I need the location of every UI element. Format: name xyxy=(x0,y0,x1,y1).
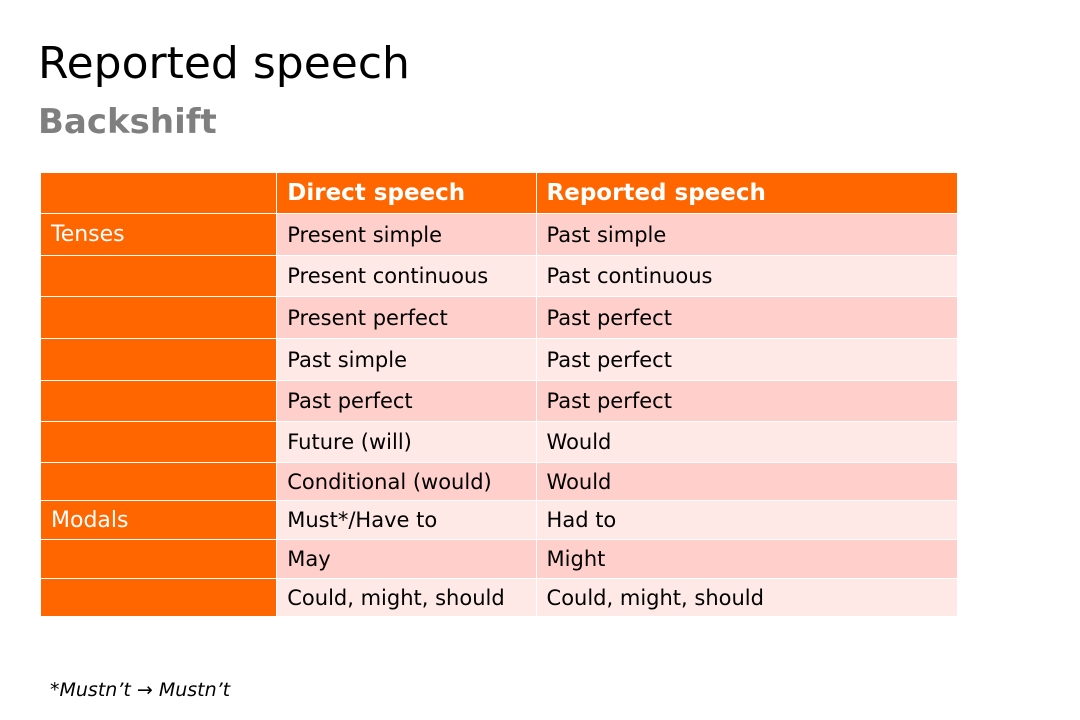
reported-speech-cell: Had to xyxy=(535,500,959,540)
table-row: Past perfect Past perfect xyxy=(39,380,959,422)
row-group-label: Modals xyxy=(39,500,278,540)
reported-speech-cell: Past perfect xyxy=(535,380,959,422)
table-row: Could, might, should Could, might, shoul… xyxy=(39,578,959,617)
table-row: Present continuous Past continuous xyxy=(39,255,959,297)
direct-speech-cell: Future (will) xyxy=(276,421,537,463)
reported-speech-cell: Would xyxy=(535,462,959,501)
reported-speech-cell: Might xyxy=(535,539,959,579)
reported-speech-cell: Would xyxy=(535,421,959,463)
row-group-label xyxy=(39,255,278,297)
direct-speech-cell: May xyxy=(276,539,537,579)
header-cell-reported-speech: Reported speech xyxy=(535,172,959,214)
backshift-table: Direct speech Reported speech Tenses Pre… xyxy=(39,172,959,617)
table-row: Past simple Past perfect xyxy=(39,338,959,381)
row-group-label xyxy=(39,578,278,617)
table-row: Future (will) Would xyxy=(39,421,959,463)
direct-speech-cell: Present perfect xyxy=(276,296,537,339)
table-row: Present perfect Past perfect xyxy=(39,296,959,339)
slide-subtitle: Backshift xyxy=(38,102,217,142)
table-header-row: Direct speech Reported speech xyxy=(39,172,959,214)
direct-speech-cell: Could, might, should xyxy=(276,578,537,617)
footnote: *Mustn’t → Mustn’t xyxy=(50,679,231,701)
row-group-label xyxy=(39,338,278,381)
row-group-label xyxy=(39,539,278,579)
header-cell-direct-speech: Direct speech xyxy=(276,172,537,214)
direct-speech-cell: Conditional (would) xyxy=(276,462,537,501)
direct-speech-cell: Present simple xyxy=(276,213,537,256)
table-row: Tenses Present simple Past simple xyxy=(39,213,959,256)
table-row: Modals Must*/Have to Had to xyxy=(39,500,959,540)
reported-speech-cell: Past perfect xyxy=(535,338,959,381)
reported-speech-cell: Past simple xyxy=(535,213,959,256)
row-group-label: Tenses xyxy=(39,213,278,256)
slide-title: Reported speech xyxy=(38,38,410,89)
table-row: Conditional (would) Would xyxy=(39,462,959,501)
direct-speech-cell: Past simple xyxy=(276,338,537,381)
row-group-label xyxy=(39,421,278,463)
reported-speech-cell: Past continuous xyxy=(535,255,959,297)
direct-speech-cell: Must*/Have to xyxy=(276,500,537,540)
reported-speech-cell: Past perfect xyxy=(535,296,959,339)
direct-speech-cell: Past perfect xyxy=(276,380,537,422)
row-group-label xyxy=(39,380,278,422)
direct-speech-cell: Present continuous xyxy=(276,255,537,297)
header-cell-category xyxy=(39,172,278,214)
row-group-label xyxy=(39,462,278,501)
table-row: May Might xyxy=(39,539,959,579)
row-group-label xyxy=(39,296,278,339)
reported-speech-cell: Could, might, should xyxy=(535,578,959,617)
